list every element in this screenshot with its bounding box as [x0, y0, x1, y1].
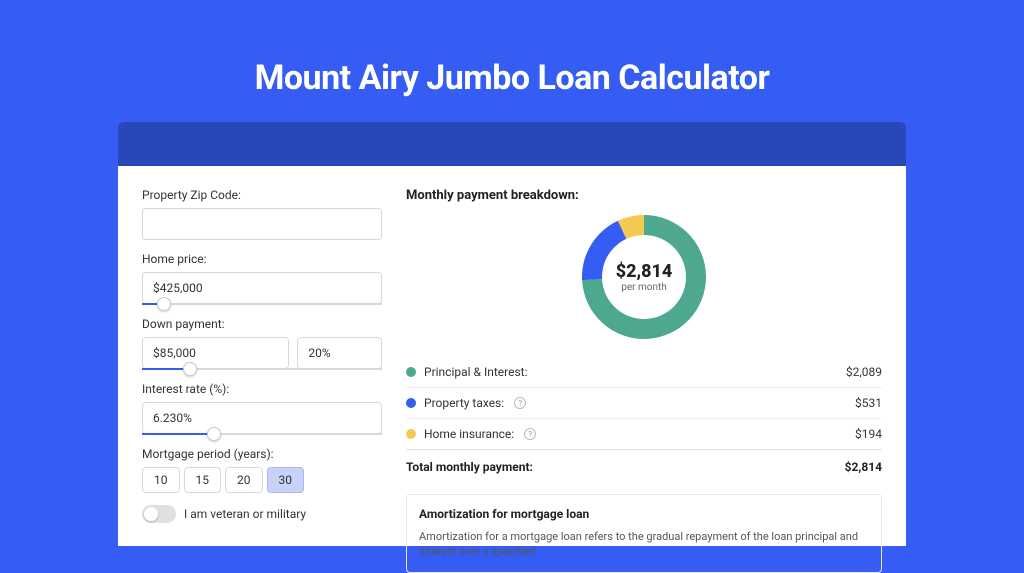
home-price-input[interactable] — [142, 272, 382, 304]
period-btn-30[interactable]: 30 — [267, 467, 305, 493]
legend-value: $194 — [855, 427, 882, 441]
home-price-group: Home price: — [142, 252, 382, 305]
legend-value: $531 — [855, 396, 882, 410]
donut-amount: $2,814 — [616, 261, 673, 282]
down-payment-group: Down payment: — [142, 317, 382, 370]
breakdown-title: Monthly payment breakdown: — [406, 188, 882, 203]
legend-label: Home insurance: — [424, 427, 514, 441]
toggle-knob — [144, 507, 158, 521]
page-title: Mount Airy Jumbo Loan Calculator — [0, 0, 1024, 122]
amortization-text: Amortization for a mortgage loan refers … — [419, 529, 869, 560]
legend-label: Principal & Interest: — [424, 365, 528, 379]
total-label: Total monthly payment: — [406, 460, 533, 474]
veteran-label: I am veteran or military — [184, 507, 306, 521]
interest-group: Interest rate (%): — [142, 382, 382, 435]
slider-thumb[interactable] — [183, 362, 197, 376]
zip-group: Property Zip Code: — [142, 188, 382, 240]
legend-label: Property taxes: — [424, 396, 504, 410]
period-btn-15[interactable]: 15 — [184, 467, 222, 493]
donut-center: $2,814 per month — [616, 261, 673, 293]
down-payment-pct-input[interactable] — [297, 337, 382, 369]
zip-input[interactable] — [142, 208, 382, 240]
legend-value: $2,089 — [846, 365, 882, 379]
interest-label: Interest rate (%): — [142, 382, 382, 396]
breakdown-column: Monthly payment breakdown: $2,814 per mo… — [406, 188, 882, 524]
interest-slider[interactable] — [142, 433, 382, 435]
info-icon[interactable]: ? — [524, 428, 536, 440]
zip-label: Property Zip Code: — [142, 188, 382, 202]
veteran-toggle[interactable] — [142, 505, 176, 523]
donut-sub: per month — [616, 282, 673, 293]
amortization-title: Amortization for mortgage loan — [419, 507, 869, 521]
home-price-slider[interactable] — [142, 303, 382, 305]
slider-thumb[interactable] — [207, 427, 221, 441]
legend-row: Home insurance:? $194 — [406, 419, 882, 449]
period-btn-10[interactable]: 10 — [142, 467, 180, 493]
info-icon[interactable]: ? — [514, 397, 526, 409]
home-price-label: Home price: — [142, 252, 382, 266]
legend-dot — [406, 398, 416, 408]
legend-row: Property taxes:? $531 — [406, 388, 882, 419]
legend-dot — [406, 429, 416, 439]
form-column: Property Zip Code: Home price: Down paym… — [142, 188, 382, 524]
donut-chart: $2,814 per month — [582, 215, 706, 339]
down-payment-input[interactable] — [142, 337, 289, 369]
donut-chart-wrap: $2,814 per month — [406, 215, 882, 339]
interest-input[interactable] — [142, 402, 382, 434]
down-payment-slider[interactable] — [142, 368, 382, 370]
slider-thumb[interactable] — [157, 297, 171, 311]
calculator-card: Property Zip Code: Home price: Down paym… — [118, 166, 906, 546]
period-buttons: 10152030 — [142, 467, 382, 493]
amortization-card: Amortization for mortgage loan Amortizat… — [406, 494, 882, 573]
legend-row: Principal & Interest: $2,089 — [406, 357, 882, 388]
down-payment-label: Down payment: — [142, 317, 382, 331]
total-row: Total monthly payment: $2,814 — [406, 449, 882, 488]
period-group: Mortgage period (years): 10152030 — [142, 447, 382, 493]
period-label: Mortgage period (years): — [142, 447, 382, 461]
card-header-strip — [118, 122, 906, 166]
total-value: $2,814 — [845, 460, 882, 474]
veteran-row: I am veteran or military — [142, 505, 382, 523]
period-btn-20[interactable]: 20 — [225, 467, 263, 493]
legend-dot — [406, 367, 416, 377]
